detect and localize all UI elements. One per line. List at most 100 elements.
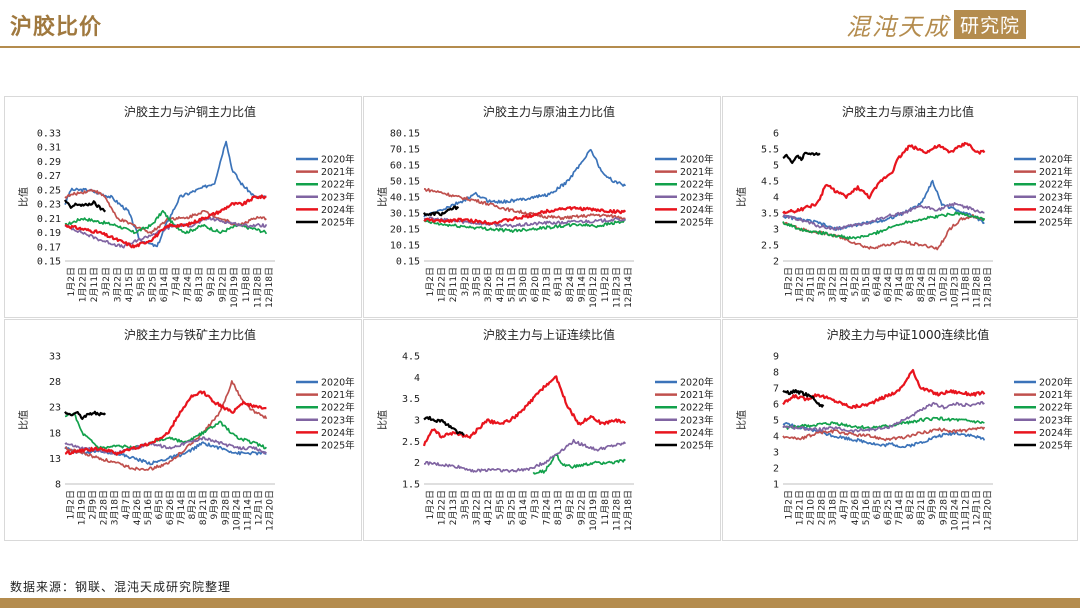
legend-label-2025: 2025年 xyxy=(680,217,714,229)
chart-title: 沪胶主力与原油主力比值 xyxy=(842,104,974,119)
legend-label-2023: 2023年 xyxy=(680,191,714,203)
series-line-2025 xyxy=(423,205,460,217)
x-tick-label: 1月2日 xyxy=(66,490,77,519)
series-line-2021 xyxy=(782,426,986,442)
x-tick-label: 4月26日 xyxy=(132,490,143,525)
y-tick-label: 2 xyxy=(414,458,420,469)
x-tick-label: 6月14日 xyxy=(518,490,529,525)
legend-label-2021: 2021年 xyxy=(321,389,355,401)
x-tick-label: 8月21日 xyxy=(198,490,209,525)
y-tick-label: 0.33 xyxy=(37,129,61,140)
y-tick-label: 23 xyxy=(49,403,61,414)
x-tick-label: 1月2日 xyxy=(784,267,795,296)
x-tick-label: 10月19日 xyxy=(229,267,240,308)
x-tick-label: 7月24日 xyxy=(542,490,553,525)
legend-label-2021: 2021年 xyxy=(680,389,714,401)
series-line-2024 xyxy=(64,194,267,249)
x-tick-label: 5月16日 xyxy=(143,490,154,525)
x-tick-label: 3月2日 xyxy=(101,267,112,296)
y-axis-label: 比值 xyxy=(17,187,30,207)
x-tick-label: 12月18日 xyxy=(264,267,275,308)
series-line-2021 xyxy=(64,380,268,471)
page-title: 沪胶比价 xyxy=(10,15,103,40)
x-tick-label: 5月15日 xyxy=(861,267,872,302)
series-line-2021 xyxy=(64,188,267,235)
x-tick-label: 7月13日 xyxy=(542,267,553,302)
y-axis-label: 比值 xyxy=(735,187,748,207)
y-axis-label: 比值 xyxy=(376,187,389,207)
x-tick-label: 5月25日 xyxy=(507,490,518,525)
logo-box-text: 研究院 xyxy=(954,9,1027,39)
legend-label-2022: 2022年 xyxy=(680,179,714,191)
x-tick-label: 2月9日 xyxy=(88,490,99,519)
y-tick-label: 0.21 xyxy=(37,214,61,225)
x-tick-label: 7月14日 xyxy=(176,490,187,525)
y-tick-label: 4.5 xyxy=(402,352,420,363)
legend-label-2020: 2020年 xyxy=(1039,377,1073,389)
legend-label-2024: 2024年 xyxy=(321,204,355,216)
series-line-2024 xyxy=(422,375,627,447)
y-tick-label: 9 xyxy=(773,352,779,363)
x-tick-label: 8月21日 xyxy=(916,490,927,525)
y-tick-label: 0.27 xyxy=(37,171,61,182)
x-tick-label: 6月25日 xyxy=(883,490,894,525)
legend-label-2020: 2020年 xyxy=(680,377,714,389)
x-tick-label: 5月5日 xyxy=(136,267,147,296)
legend-label-2023: 2023年 xyxy=(1039,191,1073,203)
x-tick-label: 7月24日 xyxy=(183,267,194,302)
y-tick-label: 3.5 xyxy=(761,209,779,220)
x-tick-label: 12月20日 xyxy=(264,490,275,531)
series-line-2024 xyxy=(423,205,627,226)
x-tick-label: 6月26日 xyxy=(165,490,176,525)
chart-panel-rubber-csi1000: 沪胶主力与中证1000连续比值 比值 9 8 7 6 5 4 3 2 1 1月2日 1月21日 2月10日… xyxy=(722,319,1078,541)
x-tick-label: 9月28日 xyxy=(938,490,949,525)
x-tick-label: 9月2日 xyxy=(206,267,217,296)
x-tick-label: 12月1日 xyxy=(971,490,982,525)
y-axis-label: 比值 xyxy=(376,410,389,430)
series-line-2024 xyxy=(782,368,986,410)
chart-title: 沪胶主力与沪铜主力比值 xyxy=(124,104,256,119)
y-tick-label: 2 xyxy=(773,257,779,268)
series-line-2023 xyxy=(782,400,985,434)
legend-label-2022: 2022年 xyxy=(321,402,355,414)
x-tick-label: 11月28日 xyxy=(612,490,623,531)
x-tick-label: 7月3日 xyxy=(530,490,541,519)
y-tick-label: 3 xyxy=(773,225,779,236)
x-tick-label: 1月22日 xyxy=(437,490,448,525)
x-tick-label: 4月12日 xyxy=(483,490,494,525)
y-tick-label: 7 xyxy=(773,384,779,395)
legend-label-2024: 2024年 xyxy=(321,427,355,439)
x-tick-label: 2月11日 xyxy=(448,267,459,302)
legend-label-2020: 2020年 xyxy=(680,154,714,166)
series-line-2025 xyxy=(64,199,107,213)
x-tick-label: 12月20日 xyxy=(982,490,993,531)
y-tick-label: 0.15 xyxy=(396,257,420,268)
x-tick-label: 9月2日 xyxy=(565,490,576,519)
x-tick-label: 2月11日 xyxy=(806,267,817,302)
y-axis-label: 比值 xyxy=(17,410,30,430)
legend-label-2025: 2025年 xyxy=(1039,217,1073,229)
x-tick-label: 3月5日 xyxy=(472,267,483,296)
y-tick-label: 5 xyxy=(773,416,779,427)
x-tick-label: 4月7日 xyxy=(121,490,132,519)
y-tick-label: 20.15 xyxy=(390,225,420,236)
series-line-2021 xyxy=(782,213,986,251)
x-tick-label: 1月2日 xyxy=(784,490,795,519)
legend-label-2021: 2021年 xyxy=(680,166,714,178)
y-tick-label: 3 xyxy=(414,416,420,427)
series-line-2020 xyxy=(782,179,985,232)
x-tick-label: 6月20日 xyxy=(530,267,541,302)
x-tick-label: 9月28日 xyxy=(220,490,231,525)
y-tick-label: 0.15 xyxy=(37,257,61,268)
y-tick-label: 0.19 xyxy=(37,228,61,239)
x-tick-label: 6月5日 xyxy=(872,490,883,519)
x-tick-label: 7月14日 xyxy=(894,490,905,525)
legend-label-2021: 2021年 xyxy=(1039,389,1073,401)
x-tick-label: 9月22日 xyxy=(218,267,229,302)
legend-label-2023: 2023年 xyxy=(680,414,714,426)
y-tick-label: 2.5 xyxy=(761,241,779,252)
y-tick-label: 80.15 xyxy=(390,129,420,140)
x-tick-label: 8月3日 xyxy=(905,267,916,296)
x-tick-label: 2月11日 xyxy=(89,267,100,302)
